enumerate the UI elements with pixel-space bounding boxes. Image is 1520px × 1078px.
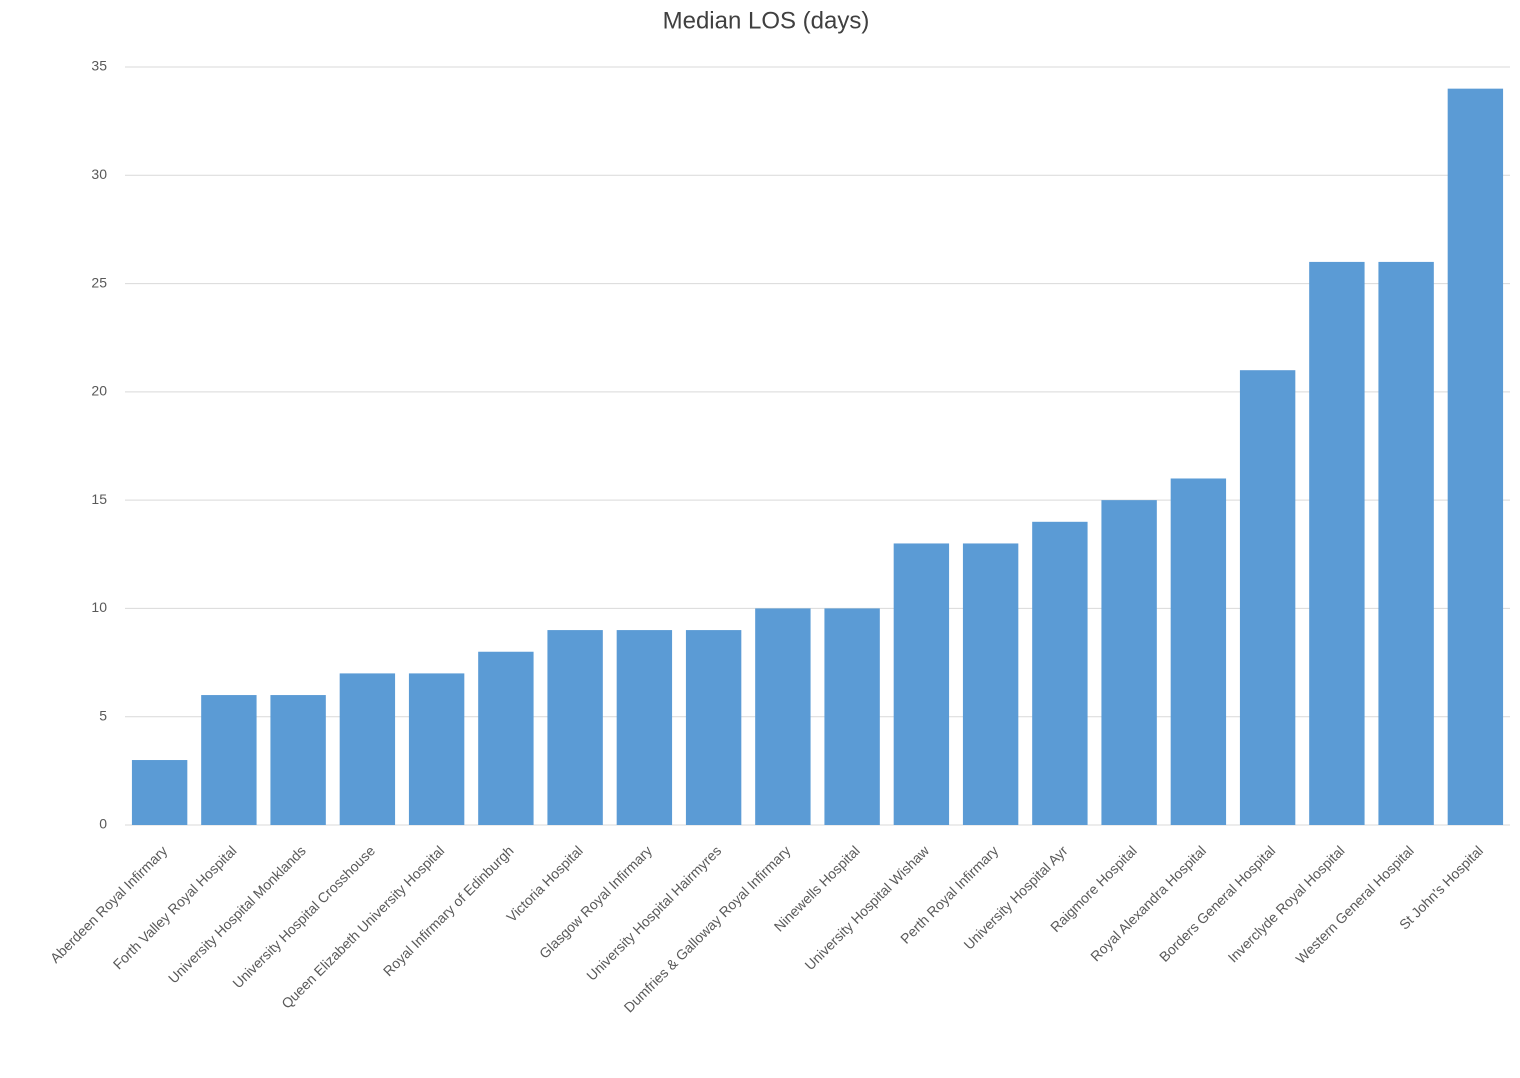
x-tick-label: University Hospital Hairmyres — [583, 842, 724, 983]
bar — [1239, 370, 1296, 825]
bar — [1032, 521, 1088, 825]
bar — [962, 543, 1019, 825]
bar — [478, 651, 534, 825]
bar — [616, 630, 673, 825]
bar — [685, 630, 742, 825]
y-tick-label: 5 — [99, 707, 107, 723]
y-tick-label: 15 — [91, 491, 107, 507]
x-tick-label: Forth Valley Royal Hospital — [110, 842, 240, 972]
y-tick-label: 0 — [99, 816, 107, 832]
bar — [1309, 261, 1365, 825]
bar — [893, 543, 950, 825]
bar — [1378, 261, 1434, 825]
bar — [824, 608, 880, 825]
bar — [408, 673, 465, 825]
bar — [131, 760, 188, 825]
bar — [339, 673, 396, 825]
bar — [755, 608, 811, 825]
y-tick-label: 10 — [91, 599, 107, 615]
bar — [547, 630, 603, 825]
y-tick-label: 35 — [91, 58, 107, 74]
bar — [201, 695, 257, 825]
bar — [1101, 500, 1157, 825]
bar — [1447, 88, 1504, 825]
x-tick-label: Royal Alexandra Hospital — [1087, 842, 1209, 964]
chart-title: Median LOS (days) — [663, 7, 870, 34]
bar — [1170, 478, 1227, 825]
x-tick-label: University Hospital Wishaw — [801, 842, 932, 973]
x-tick-label: University Hospital Monklands — [165, 842, 309, 986]
y-tick-label: 20 — [91, 383, 107, 399]
bar — [270, 695, 326, 825]
x-tick-label: Western General Hospital — [1292, 842, 1416, 966]
x-tick-label: Royal Infirmary of Edinburgh — [380, 842, 517, 979]
x-tick-label: Inverclyde Royal Hospital — [1225, 842, 1348, 965]
x-tick-label: Aberdeen Royal Infirmary — [47, 842, 171, 966]
y-tick-label: 25 — [91, 274, 107, 290]
x-tick-label: Borders General Hospital — [1156, 842, 1278, 964]
y-tick-label: 30 — [91, 166, 107, 182]
x-tick-label: University Hospital Crosshouse — [229, 842, 378, 991]
x-tick-label: Glasgow Royal Infirmary — [536, 842, 655, 961]
